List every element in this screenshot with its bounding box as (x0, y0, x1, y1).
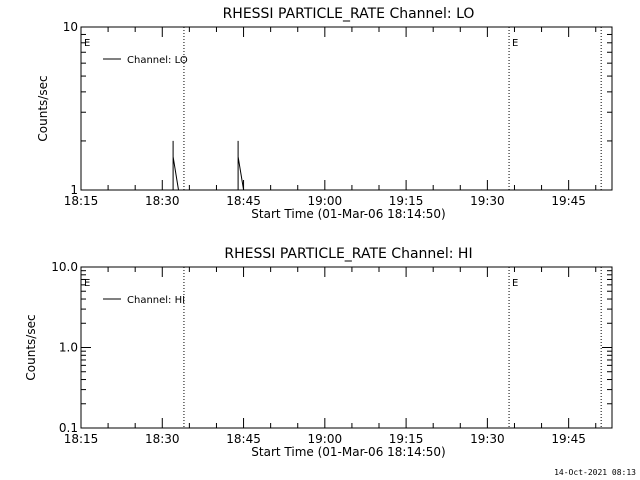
x-tick-label: 19:45 (551, 432, 586, 446)
x-axis-label: Start Time (01-Mar-06 18:14:50) (251, 445, 445, 459)
x-tick-label: 19:30 (470, 432, 505, 446)
y-tick-label: 0.1 (59, 421, 78, 435)
x-tick-label: 19:15 (389, 194, 424, 208)
chart-title: RHESSI PARTICLE_RATE Channel: LO (223, 6, 475, 22)
x-axis-label: Start Time (01-Mar-06 18:14:50) (251, 207, 445, 221)
plot-frame (80, 26, 613, 191)
event-marker: E (84, 38, 90, 49)
series-line-1 (81, 140, 612, 191)
timestamp: 14-Oct-2021 08:13 (554, 468, 636, 477)
x-tick-label: 19:15 (389, 432, 424, 446)
y-tick-label: 1 (70, 183, 78, 197)
chart-panel-2: RHESSI PARTICLE_RATE Channel: HI 0.1 1.0 10… (24, 246, 613, 459)
event-marker: E (84, 278, 90, 289)
chart-panel-1: RHESSI PARTICLE_RATE Channel: LO 1 10 18:15… (36, 6, 613, 221)
x-tick-label: 18:45 (226, 432, 261, 446)
x-tick-label: 19:00 (308, 194, 343, 208)
y-axis-label: Counts/sec (36, 75, 50, 141)
x-tick-label: 18:30 (145, 432, 180, 446)
y-axis-label: Counts/sec (24, 314, 38, 380)
x-tick-label: 19:45 (551, 194, 586, 208)
chart-title: RHESSI PARTICLE_RATE Channel: HI (224, 246, 472, 262)
x-tick-label: 19:00 (308, 432, 343, 446)
legend-label: Channel: LO (127, 55, 188, 66)
event-marker: E (512, 278, 518, 289)
y-tick-label: 10 (63, 20, 78, 34)
plot-frame (80, 266, 613, 429)
event-marker: E (512, 38, 518, 49)
legend-label: Channel: HI (127, 295, 185, 306)
y-tick-label: 1.0 (59, 341, 78, 355)
x-tick-label: 18:30 (145, 194, 180, 208)
x-tick-label: 19:30 (470, 194, 505, 208)
x-tick-label: 18:45 (226, 194, 261, 208)
x-tick-label: 18:15 (64, 194, 99, 208)
x-tick-label: 18:15 (64, 432, 99, 446)
y-tick-label: 10.0 (51, 260, 78, 274)
